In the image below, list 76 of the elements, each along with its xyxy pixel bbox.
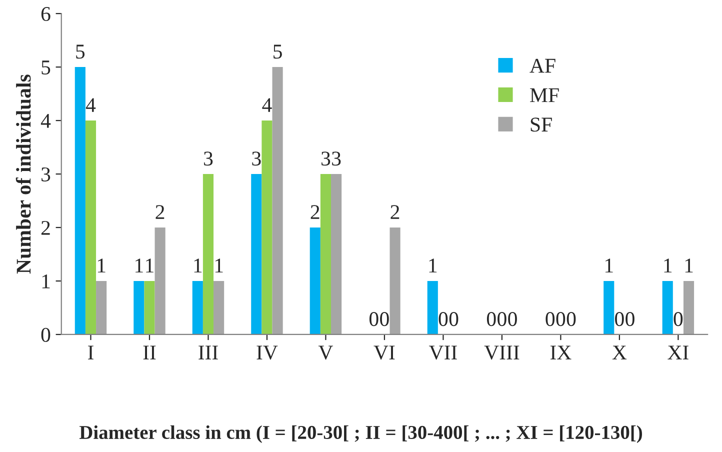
bar — [251, 174, 262, 334]
bar — [272, 67, 283, 334]
bar — [74, 67, 86, 334]
x-tick-label: III — [198, 346, 218, 360]
bar — [683, 280, 694, 334]
bar — [154, 228, 166, 334]
data-label: 0 — [556, 312, 566, 326]
bar — [202, 174, 214, 334]
data-label: 4 — [86, 98, 96, 112]
data-label: 1 — [215, 258, 223, 272]
legend-label: MF — [530, 88, 559, 102]
data-label: 0 — [486, 312, 496, 326]
data-label: 1 — [664, 258, 672, 272]
y-tick-label: 5 — [42, 60, 50, 74]
data-label: 0 — [369, 312, 378, 326]
x-tick-label: VIII — [484, 346, 520, 360]
y-tick-label: 3 — [42, 167, 50, 182]
bar — [427, 280, 438, 334]
data-label: 0 — [674, 312, 683, 326]
bar — [96, 280, 107, 334]
data-label: 1 — [605, 258, 613, 272]
x-tick-label: X — [612, 346, 627, 360]
x-tick-label: VI — [374, 346, 395, 360]
data-label: 1 — [194, 258, 202, 272]
bar — [604, 280, 614, 334]
data-label: 0 — [380, 312, 389, 326]
x-axis-title: Diameter class in cm (I = [20-30[ ; II = [30-400[ ; ... ; XI = [120-130[) — [79, 425, 642, 443]
data-label: 0 — [546, 312, 555, 326]
bar — [320, 174, 332, 334]
bar — [192, 280, 203, 334]
data-label: 0 — [449, 312, 458, 326]
data-label: 3 — [252, 152, 261, 166]
y-tick-label: 4 — [40, 114, 51, 128]
data-label: 0 — [438, 312, 448, 326]
data-label: 0 — [626, 312, 634, 326]
data-label: 1 — [136, 258, 143, 272]
x-tick-label: IV — [256, 346, 278, 360]
y-tick-label: 1 — [42, 274, 50, 288]
bar — [134, 280, 144, 334]
x-tick-label: II — [143, 346, 156, 360]
x-tick-label: V — [318, 346, 334, 360]
x-tick-label: XI — [668, 346, 688, 360]
bar — [331, 174, 342, 334]
x-tick-label: IX — [550, 346, 572, 360]
data-label: 0 — [566, 312, 576, 326]
x-tick-label: I — [88, 346, 94, 360]
data-label: 0 — [508, 312, 517, 326]
bar — [85, 120, 96, 334]
data-label: 2 — [390, 205, 400, 219]
data-label: 1 — [146, 258, 154, 272]
data-label: 3 — [322, 152, 330, 166]
bar — [310, 228, 320, 334]
data-label: 3 — [332, 152, 341, 166]
legend-label: SF — [530, 118, 552, 132]
y-tick-label: 2 — [41, 220, 50, 235]
data-label: 3 — [204, 152, 213, 166]
data-label: 0 — [498, 312, 506, 326]
data-label: 2 — [310, 205, 320, 219]
data-label: 1 — [429, 258, 437, 272]
data-label: 1 — [98, 258, 106, 272]
bar — [144, 280, 155, 334]
legend-label: AF — [530, 58, 556, 73]
y-tick-label: 0 — [41, 328, 50, 342]
data-label: 4 — [262, 98, 272, 112]
bar — [262, 120, 272, 334]
bar — [214, 280, 224, 334]
data-label: 0 — [615, 312, 624, 326]
x-tick-label: VII — [428, 346, 457, 360]
bar — [662, 280, 673, 334]
y-tick-label: 6 — [41, 6, 50, 21]
y-axis-title: Number of individuals — [16, 74, 31, 274]
data-label: 2 — [156, 205, 164, 219]
bar — [390, 228, 400, 334]
data-label: 5 — [274, 44, 282, 59]
data-label: 1 — [685, 258, 693, 272]
data-label: 5 — [76, 44, 85, 59]
